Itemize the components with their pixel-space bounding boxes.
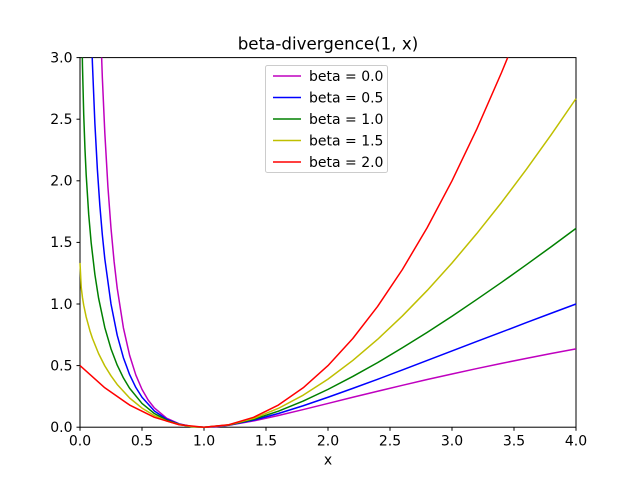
y-tick-label: 0.5 bbox=[50, 358, 72, 374]
y-tick-label: 1.5 bbox=[50, 235, 72, 251]
legend-entry-label: beta = 0.0 bbox=[309, 69, 383, 85]
y-tick-label: 0.0 bbox=[50, 420, 72, 436]
legend-entry-label: beta = 2.0 bbox=[309, 155, 383, 171]
legend-entry-label: beta = 1.5 bbox=[309, 134, 383, 150]
x-tick-label: 1.5 bbox=[255, 434, 277, 450]
legend: beta = 0.0 beta = 0.5 beta = 1.0 beta = 1.5… bbox=[265, 65, 388, 173]
legend-box bbox=[265, 65, 388, 173]
x-tick-label: 3.5 bbox=[503, 434, 525, 450]
x-tick-label: 0.0 bbox=[69, 434, 91, 450]
x-axis-ticks: 0.0 0.5 1.0 1.5 2.0 2.5 3.0 3.5 4.0 bbox=[69, 427, 587, 450]
x-tick-label: 0.5 bbox=[131, 434, 153, 450]
series-line-beta-2.0 bbox=[79, 57, 509, 428]
y-axis-ticks: 0.0 0.5 1.0 1.5 2.0 2.5 3.0 bbox=[50, 50, 80, 436]
y-tick-label: 3.0 bbox=[50, 50, 72, 66]
x-tick-label: 3.0 bbox=[441, 434, 463, 450]
y-tick-label: 1.0 bbox=[50, 297, 72, 313]
x-axis-label: x bbox=[324, 453, 332, 469]
chart-title: beta-divergence(1, x) bbox=[238, 34, 419, 54]
x-tick-label: 2.0 bbox=[317, 434, 339, 450]
x-tick-label: 4.0 bbox=[565, 434, 587, 450]
y-tick-label: 2.5 bbox=[50, 112, 72, 128]
legend-entry-label: beta = 0.5 bbox=[309, 91, 383, 107]
series-lines bbox=[79, 57, 577, 428]
x-tick-label: 1.0 bbox=[193, 434, 215, 450]
x-tick-label: 2.5 bbox=[379, 434, 401, 450]
y-tick-label: 2.0 bbox=[50, 174, 72, 190]
legend-entry-label: beta = 1.0 bbox=[309, 112, 383, 128]
